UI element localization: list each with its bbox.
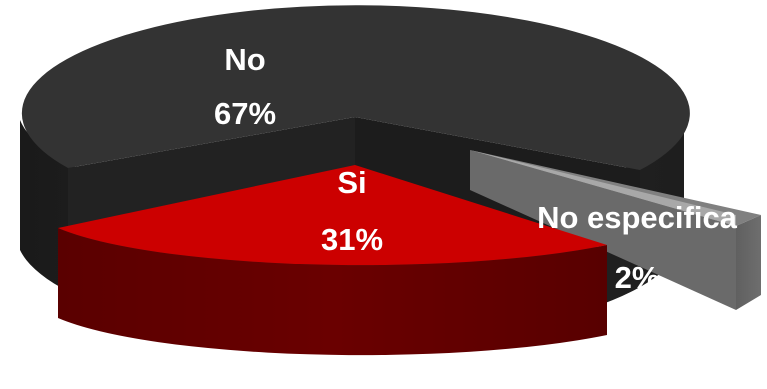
slice-no-especifica-top-shade <box>470 150 736 226</box>
slice-no-especifica-side <box>736 215 761 310</box>
label-no-especifica-percent: 2% <box>615 260 660 295</box>
slice-si-side <box>58 228 607 356</box>
label-no-especifica-name: No especifica <box>537 200 738 235</box>
label-si-name: Si <box>337 165 366 200</box>
slice-no-especifica-front <box>470 150 736 310</box>
label-si-percent: 31% <box>321 222 383 257</box>
slice-no-especifica <box>470 150 761 310</box>
label-no-name: No <box>224 42 265 77</box>
slice-no-top <box>21 5 690 170</box>
slice-si-top <box>58 165 607 266</box>
label-no-percent: 67% <box>214 96 276 131</box>
slice-si <box>58 165 607 356</box>
